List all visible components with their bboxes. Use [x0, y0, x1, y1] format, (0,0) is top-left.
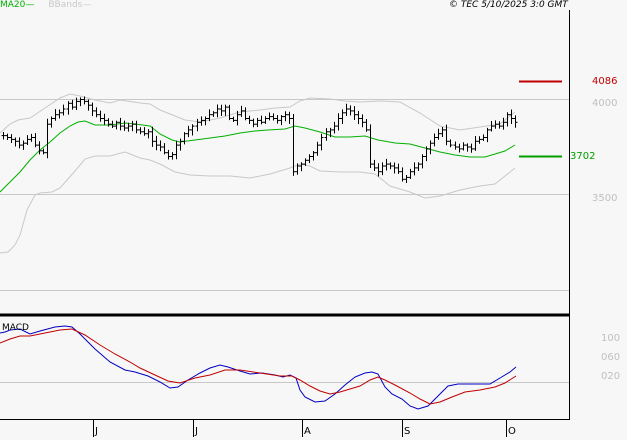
price-gridlines — [0, 99, 569, 383]
time-axis-ticks — [93, 420, 507, 437]
bollinger-lower-band — [0, 151, 516, 254]
price-label-3702: 3702 — [570, 151, 596, 162]
macd-line — [0, 325, 517, 410]
time-label-A: A — [304, 426, 311, 437]
price-label-3500: 3500 — [592, 193, 618, 204]
ohlc-bars — [1, 96, 518, 184]
time-label-S: S — [404, 426, 411, 437]
time-label-J: J — [195, 426, 198, 437]
macd-label-060: 060 — [601, 352, 621, 363]
time-label-J: J — [95, 426, 98, 437]
macd-label-020: 020 — [601, 371, 621, 382]
legend-bbands: BBands— — [48, 0, 92, 10]
bollinger-upper-band — [0, 93, 516, 134]
time-label-O: O — [508, 426, 516, 437]
price-label-4086: 4086 — [592, 76, 618, 87]
price-label-4000: 4000 — [592, 98, 618, 109]
chart-legend: MA20— BBands— — [0, 0, 91, 11]
macd-panel-title: MACD — [2, 323, 29, 333]
legend-ma20: MA20— — [0, 0, 35, 10]
ma20-line — [0, 120, 516, 193]
copyright-timestamp: © TEC 5/10/2025 3:0 GMT — [449, 0, 568, 10]
macd-label-100: 100 — [601, 333, 621, 344]
macd-signal-line — [0, 328, 517, 405]
